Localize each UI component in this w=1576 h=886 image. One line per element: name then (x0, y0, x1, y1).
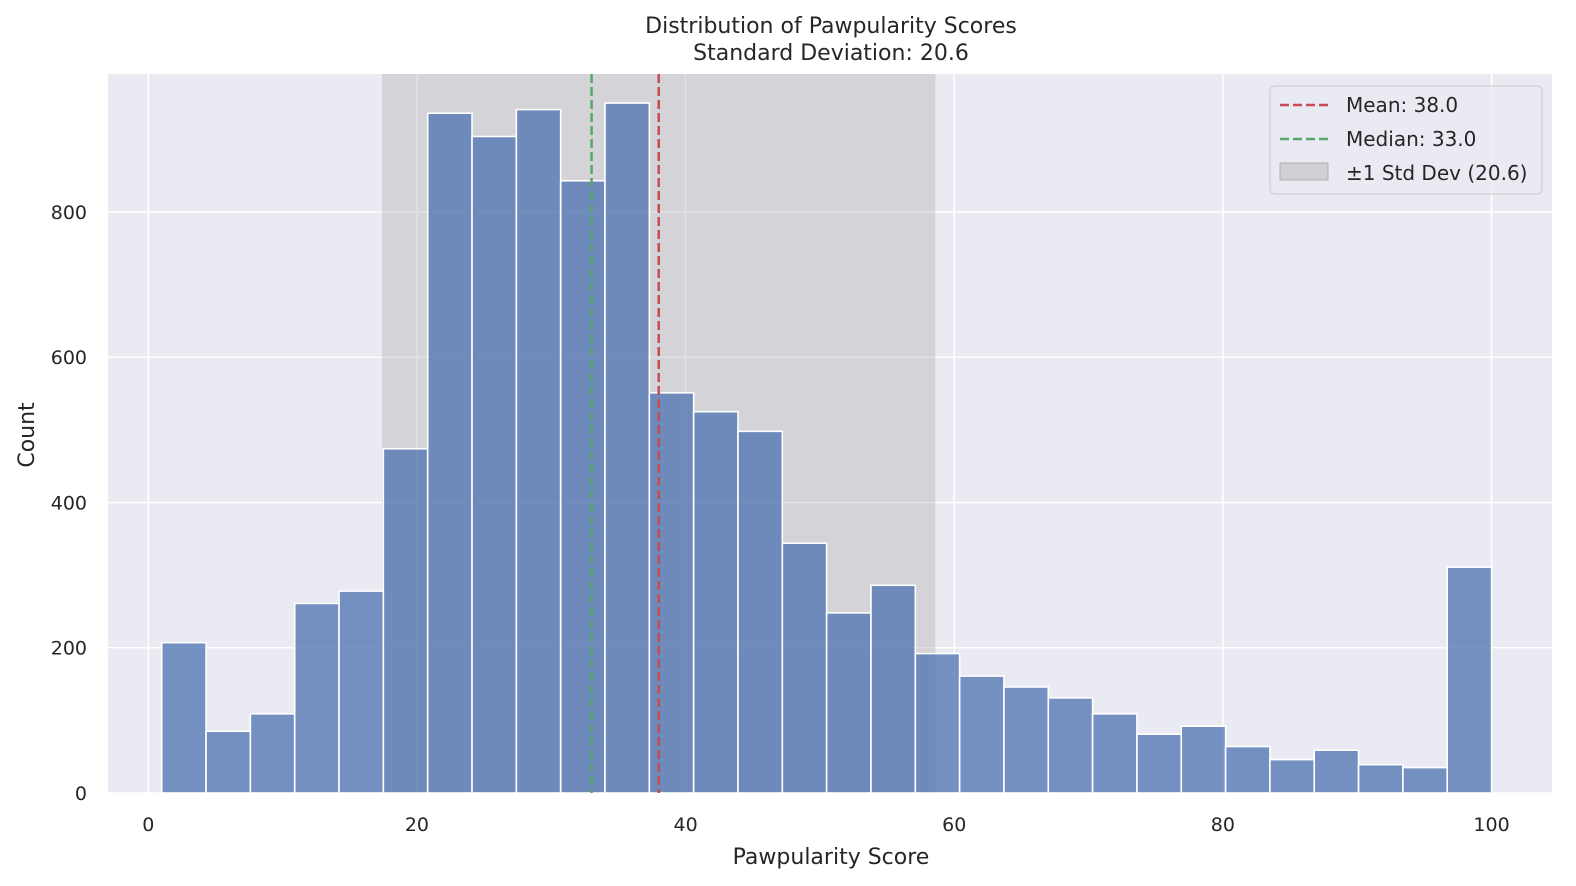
histogram-bar (737, 430, 784, 794)
histogram-bar (559, 179, 606, 794)
x-tick-label: 20 (405, 814, 429, 836)
histogram-bar (338, 590, 385, 794)
histogram-bar (1357, 763, 1404, 794)
histogram-bar (604, 102, 651, 794)
histogram-bar (1269, 758, 1316, 794)
histogram-bar (1003, 686, 1050, 794)
chart-subtitle: Standard Deviation: 20.6 (693, 41, 969, 66)
histogram-bar (781, 542, 828, 794)
x-axis-label: Pawpularity Score (733, 845, 930, 870)
x-tick-labels: 0 20 40 60 80 100 (142, 814, 1509, 836)
histogram-bar (515, 108, 562, 794)
legend-mean-label: Mean: 38.0 (1346, 93, 1458, 117)
legend: Mean: 38.0 Median: 33.0 ±1 Std Dev (20.6… (1269, 85, 1543, 195)
histogram-bar (825, 612, 872, 794)
legend-box (1269, 85, 1543, 195)
y-tick-label: 0 (75, 783, 87, 805)
histogram-bar (382, 447, 429, 794)
y-tick-label: 200 (51, 638, 87, 660)
histogram-bar (1136, 733, 1183, 794)
legend-median-label: Median: 33.0 (1346, 127, 1476, 151)
histogram-bar (293, 602, 340, 794)
x-tick-label: 80 (1211, 814, 1235, 836)
histogram-bar (692, 410, 739, 794)
histogram-bar (471, 135, 518, 794)
y-tick-labels: 0 200 400 600 800 (51, 202, 87, 805)
histogram-bar (1446, 566, 1493, 794)
histogram-bar (1047, 697, 1094, 794)
y-tick-label: 800 (51, 202, 87, 224)
histogram-bar (1091, 713, 1138, 794)
histogram-bar (426, 112, 473, 794)
x-tick-label: 40 (674, 814, 698, 836)
histogram-bar (1180, 725, 1227, 794)
legend-std-swatch (1279, 162, 1329, 181)
histogram-bar (1313, 749, 1360, 794)
reference-lines (590, 74, 660, 793)
chart-title: Distribution of Pawpularity Scores (645, 14, 1017, 39)
histogram-bar (914, 652, 961, 794)
x-tick-label: 60 (942, 814, 966, 836)
x-tick-label: 0 (142, 814, 154, 836)
y-axis-label: Count (15, 402, 40, 468)
histogram-bar (1224, 745, 1271, 794)
histogram-bar (1402, 766, 1449, 794)
histogram-bar (249, 713, 296, 794)
histogram-bar (648, 392, 695, 794)
x-tick-label: 100 (1473, 814, 1509, 836)
legend-std-label: ±1 Std Dev (20.6) (1346, 161, 1527, 185)
histogram-bar (160, 641, 207, 794)
y-tick-label: 600 (51, 347, 87, 369)
histogram-bar (205, 730, 252, 794)
histogram-bar (958, 675, 1005, 794)
histogram-bar (870, 584, 917, 794)
histogram-bars (160, 102, 1493, 794)
y-tick-label: 400 (51, 492, 87, 514)
